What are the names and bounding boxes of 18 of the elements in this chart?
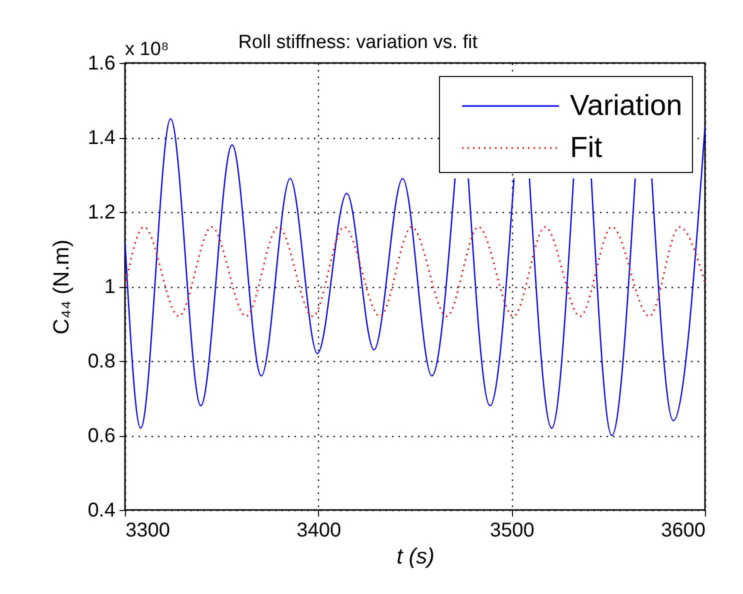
x-tick-label: 3400: [296, 520, 342, 542]
legend-label: Variation: [570, 90, 682, 122]
y-tick-label: 0.6: [88, 425, 116, 447]
y-tick-label: 0.8: [88, 350, 116, 372]
text: x 10⁸: [125, 39, 169, 60]
y-tick-label: 1.4: [88, 127, 116, 149]
x-tick-label: 3600: [661, 520, 706, 542]
x-tick-label: 3500: [490, 520, 534, 542]
x-tick-label: 3300: [126, 520, 170, 542]
line-series: [125, 226, 705, 318]
y-tick-label: 1: [104, 276, 116, 298]
legend-label: Fit: [570, 132, 602, 164]
chart-title: Roll stiffness: variation vs. fit: [238, 32, 478, 53]
y-tick-label: 0.4: [88, 500, 116, 522]
x-axis-title: t (s): [396, 544, 434, 568]
y-tick-label: 1.2: [88, 202, 116, 224]
y-tick-label: 1.6: [88, 52, 116, 74]
y-axis-title: C₄₄ (N.m): [48, 240, 74, 334]
